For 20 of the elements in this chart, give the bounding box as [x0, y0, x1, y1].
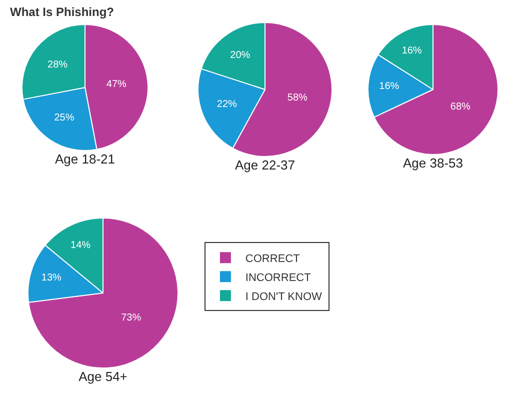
data-label: 16% [402, 46, 422, 57]
data-label: 47% [106, 79, 126, 90]
slice-label: Age 22-37 [235, 158, 295, 172]
data-label: 68% [450, 101, 470, 112]
data-label: 20% [230, 50, 250, 61]
legend-label: CORRECT [245, 252, 300, 265]
data-label: 58% [287, 92, 308, 104]
slice-label: Age 38-53 [403, 156, 463, 170]
chart-title: What Is Phishing? [10, 5, 114, 19]
legend-label: I DON'T KNOW [245, 290, 323, 303]
data-label: 22% [216, 99, 238, 110]
data-label: 16% [379, 81, 400, 92]
data-label: 73% [121, 312, 142, 324]
data-label: 25% [54, 112, 74, 124]
slice-label: Age 18-21 [55, 152, 115, 166]
data-label: 14% [70, 240, 91, 251]
data-label: 13% [41, 272, 62, 284]
legend-label: INCORRECT [245, 272, 312, 284]
data-label: 28% [48, 59, 68, 70]
slice-label: Age 54+ [78, 369, 128, 384]
